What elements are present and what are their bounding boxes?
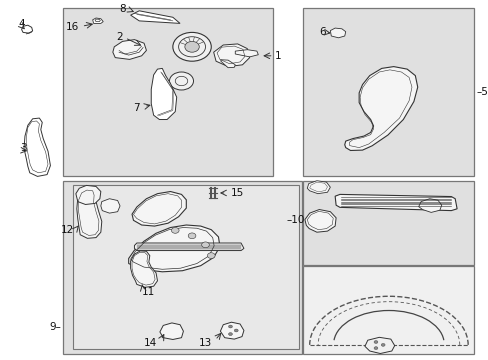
Circle shape (172, 32, 211, 61)
Bar (73, 185, 298, 349)
Polygon shape (101, 199, 120, 213)
Circle shape (201, 242, 209, 248)
Text: 1: 1 (274, 51, 281, 61)
Text: 16: 16 (66, 22, 79, 32)
Circle shape (381, 343, 384, 346)
Polygon shape (128, 225, 220, 272)
Text: 15: 15 (230, 188, 243, 198)
Text: 6: 6 (319, 27, 325, 37)
Text: 2: 2 (116, 32, 122, 42)
Polygon shape (334, 194, 456, 211)
Polygon shape (132, 192, 186, 226)
Text: 4: 4 (18, 19, 25, 30)
Text: 14: 14 (144, 338, 157, 348)
Text: 13: 13 (199, 338, 212, 348)
Text: 8: 8 (119, 4, 125, 14)
Text: 3: 3 (20, 143, 27, 153)
Circle shape (184, 41, 199, 52)
Polygon shape (364, 337, 394, 354)
Polygon shape (77, 188, 102, 238)
Polygon shape (220, 322, 244, 339)
Circle shape (228, 325, 232, 328)
Circle shape (188, 233, 196, 239)
Polygon shape (160, 323, 183, 339)
Circle shape (373, 341, 377, 343)
Polygon shape (418, 199, 441, 212)
Polygon shape (306, 181, 330, 194)
Text: 12: 12 (61, 225, 74, 235)
Circle shape (169, 72, 193, 90)
Text: –10: –10 (286, 215, 305, 225)
Bar (63, 181, 301, 354)
Polygon shape (76, 185, 101, 204)
Circle shape (171, 228, 179, 233)
Polygon shape (113, 40, 146, 59)
Circle shape (373, 347, 377, 350)
Circle shape (228, 333, 232, 336)
Polygon shape (151, 68, 176, 120)
Polygon shape (221, 60, 235, 68)
Polygon shape (305, 210, 335, 232)
Text: 9–: 9– (49, 322, 61, 332)
Bar (303, 181, 473, 265)
Text: –5: –5 (475, 87, 487, 97)
Polygon shape (344, 67, 417, 150)
Circle shape (207, 253, 215, 258)
Circle shape (234, 329, 238, 332)
Polygon shape (130, 251, 157, 287)
Polygon shape (24, 118, 50, 176)
Bar (303, 266, 473, 354)
Text: 7: 7 (133, 103, 140, 113)
Polygon shape (235, 50, 258, 57)
Polygon shape (213, 44, 249, 67)
Bar (303, 8, 473, 176)
Polygon shape (330, 28, 345, 38)
Polygon shape (130, 11, 180, 23)
Polygon shape (134, 243, 244, 251)
Polygon shape (21, 25, 33, 33)
Bar (63, 8, 272, 176)
Text: 11: 11 (142, 287, 155, 297)
Polygon shape (93, 18, 103, 23)
